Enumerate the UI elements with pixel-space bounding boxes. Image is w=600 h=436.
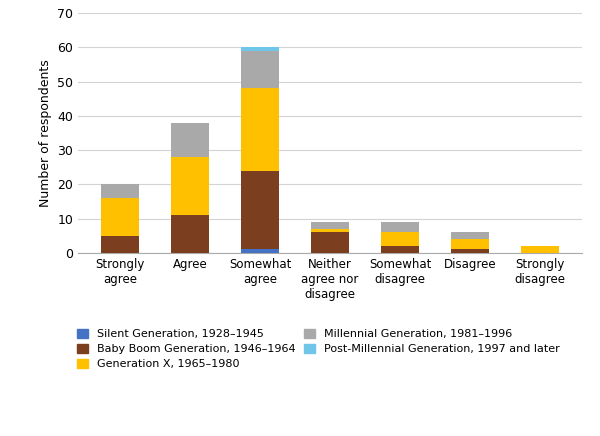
Bar: [171, 157, 209, 215]
Bar: [451, 232, 489, 239]
Legend: Silent Generation, 1928–1945, Baby Boom Generation, 1946–1964, Generation X, 196: Silent Generation, 1928–1945, Baby Boom …: [73, 326, 563, 372]
Bar: [171, 123, 209, 157]
Bar: [101, 184, 139, 198]
Bar: [451, 239, 489, 249]
Bar: [241, 249, 279, 253]
Bar: [381, 232, 419, 246]
Bar: [241, 48, 279, 51]
Bar: [311, 229, 349, 232]
Bar: [171, 215, 209, 253]
Bar: [521, 246, 559, 253]
Bar: [101, 236, 139, 253]
Bar: [311, 222, 349, 229]
Bar: [451, 249, 489, 253]
Y-axis label: Number of respondents: Number of respondents: [38, 59, 52, 207]
Bar: [381, 222, 419, 232]
Bar: [241, 51, 279, 89]
Bar: [101, 198, 139, 236]
Bar: [241, 170, 279, 249]
Bar: [241, 89, 279, 170]
Bar: [311, 232, 349, 253]
Bar: [381, 246, 419, 253]
